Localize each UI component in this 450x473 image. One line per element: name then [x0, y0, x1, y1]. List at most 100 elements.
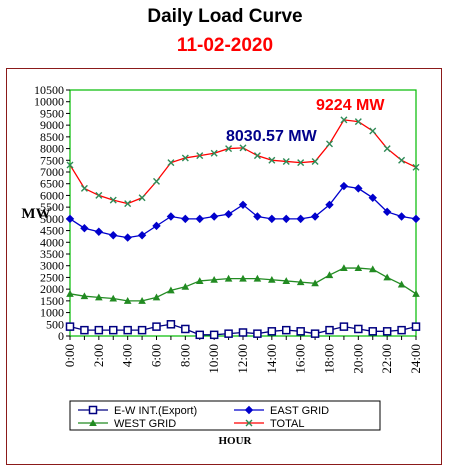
legend-label-total: TOTAL: [270, 418, 304, 430]
y-axis-label: MW: [21, 206, 50, 222]
data-point-west-grid: [66, 290, 74, 297]
data-point-east-grid: [339, 181, 349, 191]
data-point-e-w-int-export: [181, 324, 190, 334]
data-point-east-grid: [267, 214, 277, 224]
x-tick-label: 12:00: [235, 344, 250, 374]
x-tick-label: 16:00: [293, 344, 308, 374]
y-tick-label: 8500: [40, 130, 64, 144]
data-point-e-w-int-export: [80, 325, 89, 335]
data-point-total: [383, 145, 391, 153]
data-point-total: [225, 145, 233, 153]
x-tick-label: 4:00: [120, 344, 135, 367]
data-point-total: [253, 152, 261, 160]
data-point-e-w-int-export: [123, 325, 132, 335]
data-point-west-grid: [383, 273, 391, 281]
data-point-west-grid: [325, 271, 334, 279]
data-point-east-grid: [354, 184, 363, 193]
y-tick-label: 10500: [34, 83, 64, 97]
data-point-total: [138, 194, 146, 202]
data-point-east-grid: [282, 214, 291, 224]
data-point-east-grid: [209, 212, 219, 221]
data-point-west-grid: [296, 278, 305, 286]
data-point-east-grid: [181, 214, 190, 224]
data-point-west-grid: [109, 294, 118, 302]
data-point-total: [167, 159, 175, 167]
data-point-east-grid: [397, 212, 406, 221]
data-point-total: [412, 163, 420, 171]
data-point-e-w-int-export: [253, 329, 262, 338]
data-point-west-grid: [181, 283, 190, 290]
legend-marker-total: [245, 419, 253, 427]
data-point-e-w-int-export: [166, 320, 176, 329]
data-point-e-w-int-export: [339, 322, 349, 331]
legend-label-west-grid: WEST GRID: [114, 418, 176, 430]
chart-frame: [6, 68, 442, 465]
data-point-e-w-int-export: [109, 325, 118, 335]
data-point-total: [95, 191, 103, 199]
data-point-total: [398, 156, 406, 164]
data-point-east-grid: [310, 212, 320, 221]
data-point-e-w-int-export: [354, 324, 363, 334]
y-tick-label: 8000: [40, 142, 64, 156]
y-tick-label: 4500: [40, 224, 64, 238]
data-point-total: [124, 200, 132, 208]
data-point-total: [369, 127, 377, 135]
data-point-west-grid: [210, 275, 218, 283]
y-tick-label: 3000: [40, 259, 64, 273]
data-point-e-w-int-export: [368, 327, 377, 336]
data-point-east-grid: [109, 231, 118, 240]
annotation-peak-evening: 9224 MW: [316, 97, 385, 114]
legend-label-e-w-int-export: E-W INT.(Export): [114, 405, 197, 417]
x-tick-label: 14:00: [264, 344, 279, 374]
y-tick-label: 4000: [40, 235, 64, 249]
x-tick-label: 0:00: [62, 344, 77, 367]
data-point-e-w-int-export: [152, 322, 161, 331]
data-point-west-grid: [368, 265, 377, 273]
data-point-e-w-int-export: [238, 328, 248, 337]
x-tick-label: 2:00: [91, 344, 106, 367]
data-point-west-grid: [239, 274, 247, 282]
data-point-west-grid: [152, 293, 161, 301]
data-point-total: [282, 157, 290, 165]
data-point-total: [239, 144, 247, 152]
data-point-e-w-int-export: [65, 322, 75, 331]
y-tick-label: 10000: [34, 95, 64, 109]
y-tick-label: 5000: [40, 212, 64, 226]
y-tick-label: 1500: [40, 294, 64, 308]
x-axis-label: HOUR: [219, 435, 253, 447]
data-point-e-w-int-export: [224, 329, 233, 338]
y-tick-label: 6500: [40, 177, 64, 191]
data-point-e-w-int-export: [94, 325, 104, 335]
y-tick-label: 1000: [40, 306, 64, 320]
data-point-west-grid: [123, 297, 132, 304]
annotation-peak-midday: 8030.57 MW: [226, 128, 318, 145]
data-point-west-grid: [224, 274, 233, 282]
y-tick-label: 0: [58, 329, 64, 343]
data-point-west-grid: [340, 264, 348, 272]
data-point-total: [354, 118, 362, 126]
data-point-east-grid: [80, 224, 89, 233]
y-tick-label: 500: [46, 317, 64, 331]
y-tick-label: 3500: [40, 247, 64, 261]
data-point-west-grid: [167, 286, 175, 294]
data-point-e-w-int-export: [137, 325, 147, 335]
data-point-total: [80, 184, 88, 192]
x-tick-label: 6:00: [149, 344, 164, 367]
legend-label-east-grid: EAST GRID: [270, 405, 329, 417]
data-point-e-w-int-export: [296, 327, 305, 336]
data-point-east-grid: [137, 231, 147, 240]
data-point-e-w-int-export: [267, 327, 277, 336]
data-point-west-grid: [195, 277, 204, 284]
y-tick-label: 9500: [40, 106, 64, 120]
legend-box: [69, 400, 381, 431]
y-tick-label: 7500: [40, 153, 64, 167]
data-point-east-grid: [382, 207, 392, 217]
data-point-east-grid: [166, 212, 176, 221]
y-tick-label: 7000: [40, 165, 64, 179]
data-point-east-grid: [94, 227, 104, 236]
x-tick-label: 24:00: [408, 344, 423, 374]
chart-title: Daily Load Curve: [147, 6, 303, 27]
data-point-west-grid: [282, 277, 291, 284]
data-point-east-grid: [123, 233, 132, 242]
